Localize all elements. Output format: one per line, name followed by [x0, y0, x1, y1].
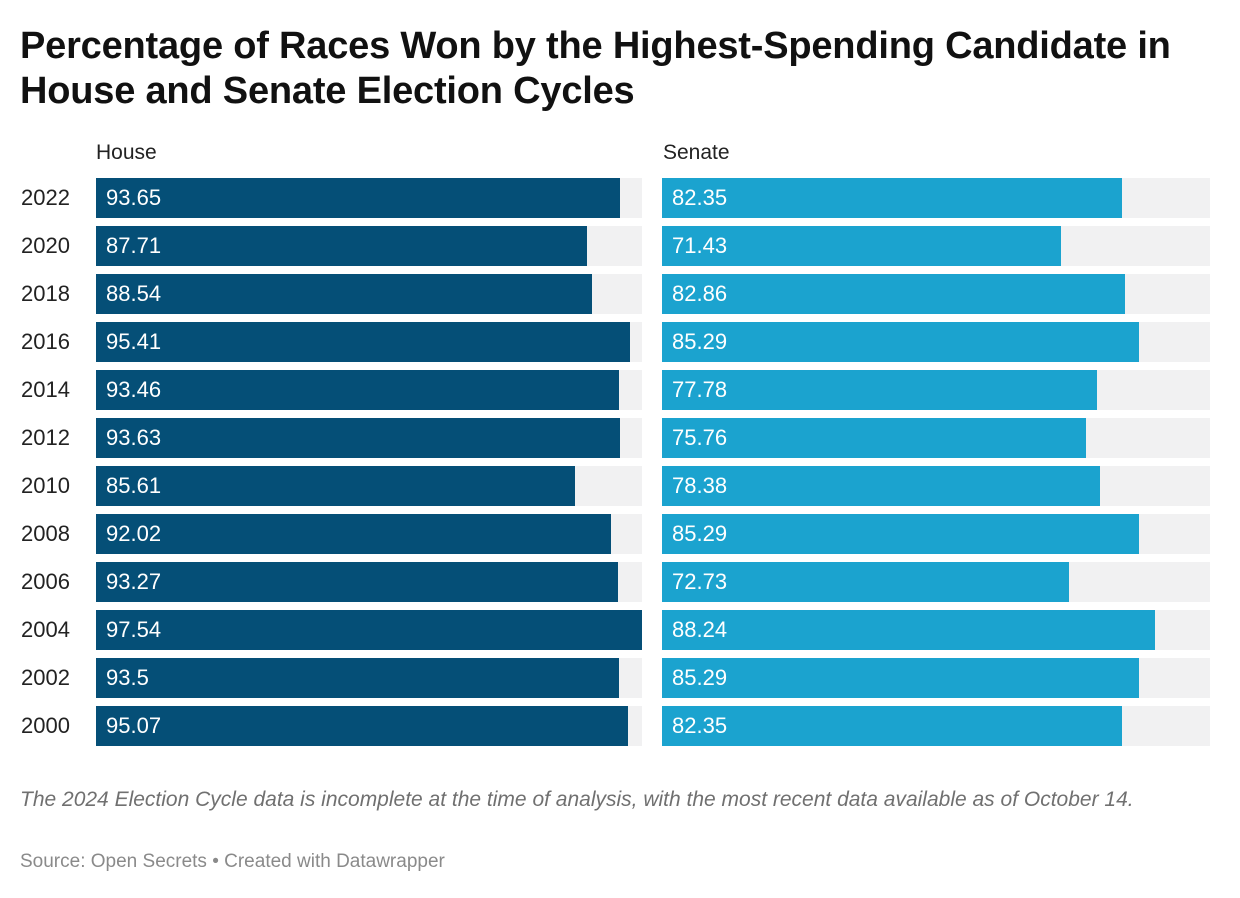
senate-track-2014: 77.78: [662, 370, 1210, 410]
senate-track-2010: 78.38: [662, 466, 1210, 506]
senate-bar-2000: 82.35: [662, 706, 1123, 746]
chart-note: The 2024 Election Cycle data is incomple…: [20, 788, 1134, 811]
senate-panel-label: Senate: [663, 141, 730, 164]
house-bar-2008: 92.02: [96, 514, 612, 554]
house-track-2008: 92.02: [96, 514, 642, 554]
senate-bar-2016: 85.29: [662, 322, 1139, 362]
senate-value-label-2014: 77.78: [672, 377, 728, 402]
house-value-label-2022: 93.65: [106, 185, 162, 210]
house-track-2006: 93.27: [96, 562, 642, 602]
senate-track-2012: 75.76: [662, 418, 1210, 458]
house-track-2002: 93.5: [96, 658, 642, 698]
house-track-2020: 87.71: [96, 226, 642, 266]
senate-bar-2018: 82.86: [662, 274, 1126, 314]
senate-value-label-2002: 85.29: [672, 665, 728, 690]
senate-track-2022: 82.35: [662, 178, 1210, 218]
senate-bar-2020: 71.43: [662, 226, 1062, 266]
year-label-2016: 2016: [21, 329, 70, 354]
house-value-label-2016: 95.41: [106, 329, 162, 354]
house-bar-2012: 93.63: [96, 418, 621, 458]
senate-track-2016: 85.29: [662, 322, 1210, 362]
house-track-2012: 93.63: [96, 418, 642, 458]
senate-value-label-2012: 75.76: [672, 425, 728, 450]
house-value-label-2008: 92.02: [106, 521, 162, 546]
senate-bar-2012: 75.76: [662, 418, 1086, 458]
house-bar-2018: 88.54: [96, 274, 592, 314]
house-panel-label: House: [96, 141, 157, 164]
house-value-label-2018: 88.54: [106, 281, 162, 306]
house-bar-2004: 97.54: [96, 610, 642, 650]
senate-bar-2010: 78.38: [662, 466, 1101, 506]
senate-value-label-2020: 71.43: [672, 233, 728, 258]
house-bar-2014: 93.46: [96, 370, 620, 410]
year-label-2014: 2014: [21, 377, 70, 402]
year-label-2008: 2008: [21, 521, 70, 546]
senate-bar-2022: 82.35: [662, 178, 1123, 218]
house-bar-2000: 95.07: [96, 706, 629, 746]
year-label-2022: 2022: [21, 185, 70, 210]
house-track-2014: 93.46: [96, 370, 642, 410]
house-value-label-2006: 93.27: [106, 569, 162, 594]
senate-value-label-2000: 82.35: [672, 713, 728, 738]
house-bar-2006: 93.27: [96, 562, 619, 602]
senate-track-2000: 82.35: [662, 706, 1210, 746]
house-track-2000: 95.07: [96, 706, 642, 746]
house-value-label-2010: 85.61: [106, 473, 162, 498]
senate-track-2008: 85.29: [662, 514, 1210, 554]
senate-value-label-2006: 72.73: [672, 569, 728, 594]
senate-track-2020: 71.43: [662, 226, 1210, 266]
house-value-label-2000: 95.07: [106, 713, 162, 738]
house-track-2018: 88.54: [96, 274, 642, 314]
year-label-2012: 2012: [21, 425, 70, 450]
house-track-2010: 85.61: [96, 466, 642, 506]
year-label-2000: 2000: [21, 713, 70, 738]
senate-value-label-2010: 78.38: [672, 473, 728, 498]
house-track-2022: 93.65: [96, 178, 642, 218]
senate-value-label-2022: 82.35: [672, 185, 728, 210]
senate-track-2006: 72.73: [662, 562, 1210, 602]
senate-bar-2008: 85.29: [662, 514, 1139, 554]
house-bar-2016: 95.41: [96, 322, 631, 362]
senate-bar-2014: 77.78: [662, 370, 1097, 410]
year-label-2020: 2020: [21, 233, 70, 258]
senate-bar-2004: 88.24: [662, 610, 1156, 650]
senate-track-2004: 88.24: [662, 610, 1210, 650]
senate-track-2002: 85.29: [662, 658, 1210, 698]
senate-bar-2006: 72.73: [662, 562, 1069, 602]
senate-value-label-2016: 85.29: [672, 329, 728, 354]
house-value-label-2004: 97.54: [106, 617, 162, 642]
house-value-label-2020: 87.71: [106, 233, 162, 258]
year-label-2002: 2002: [21, 665, 70, 690]
house-value-label-2002: 93.5: [106, 665, 149, 690]
year-label-2010: 2010: [21, 473, 70, 498]
house-bar-2020: 87.71: [96, 226, 587, 266]
senate-value-label-2018: 82.86: [672, 281, 728, 306]
chart-title: Percentage of Races Won by the Highest-S…: [20, 25, 1171, 112]
house-bar-2002: 93.5: [96, 658, 620, 698]
year-label-2018: 2018: [21, 281, 70, 306]
house-bar-2022: 93.65: [96, 178, 621, 218]
senate-value-label-2004: 88.24: [672, 617, 728, 642]
senate-value-label-2008: 85.29: [672, 521, 728, 546]
senate-bar-2002: 85.29: [662, 658, 1139, 698]
year-label-2006: 2006: [21, 569, 70, 594]
senate-track-2018: 82.86: [662, 274, 1210, 314]
year-label-2004: 2004: [21, 617, 70, 642]
house-track-2016: 95.41: [96, 322, 642, 362]
house-bar-2010: 85.61: [96, 466, 576, 506]
house-value-label-2012: 93.63: [106, 425, 162, 450]
house-track-2004: 97.54: [96, 610, 642, 650]
chart-source: Source: Open Secrets • Created with Data…: [20, 851, 445, 872]
house-value-label-2014: 93.46: [106, 377, 162, 402]
